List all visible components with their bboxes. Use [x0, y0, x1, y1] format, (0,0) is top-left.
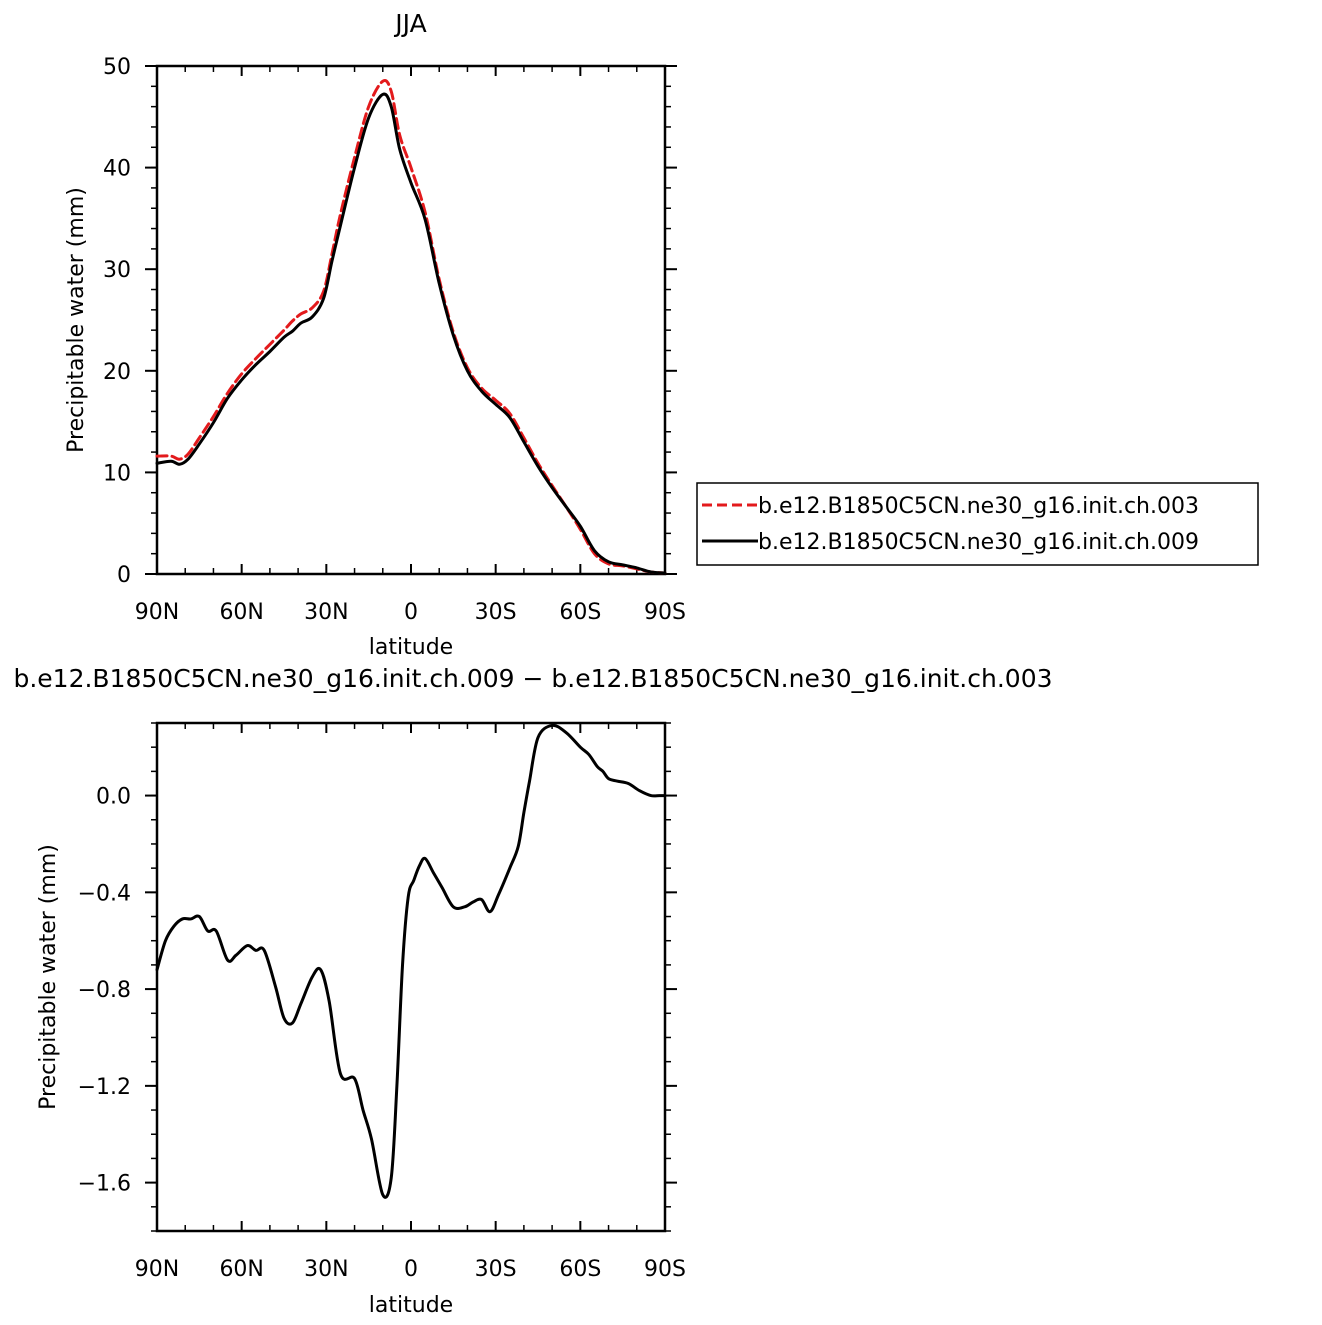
bottom-axis-ticks: 90N 60N 30N 0 30S 60S 90S 0.0 −0.4 −0.8 −1.2 −1.6: [78, 722, 686, 1282]
bottom-x-tick-label: 0: [404, 1257, 418, 1282]
bottom-x-tick-label: 30S: [475, 1257, 517, 1282]
legend-box: [696, 482, 1259, 566]
bottom-y-axis-label: Precipitable water (mm): [36, 844, 61, 1110]
bottom-y-tick-label: −0.4: [78, 881, 131, 906]
top-x-tick-label: 0: [404, 600, 418, 625]
bottom-chart: b.e12.B1850C5CN.ne30_g16.init.ch.009 − b…: [13, 664, 1052, 1318]
top-x-tick-label: 60S: [559, 600, 601, 625]
bottom-y-tick-label: −1.6: [78, 1172, 131, 1197]
top-series-line-1: [155, 92, 667, 575]
top-chart-title: JJA: [393, 9, 426, 38]
top-y-tick-label: 30: [103, 258, 131, 283]
top-x-tick-label: 30S: [475, 600, 517, 625]
bottom-x-tick-label: 60S: [559, 1257, 601, 1282]
legend-label-009: b.e12.B1850C5CN.ne30_g16.init.ch.009: [758, 530, 1199, 555]
bottom-x-tick-label: 90S: [644, 1257, 686, 1282]
top-x-tick-label: 30N: [304, 600, 348, 625]
bottom-y-tick-label: −0.8: [78, 978, 131, 1003]
top-x-tick-label: 90S: [644, 600, 686, 625]
bottom-x-tick-label: 90N: [135, 1257, 179, 1282]
bottom-plot-frame: [155, 721, 667, 1233]
legend: b.e12.B1850C5CN.ne30_g16.init.ch.003 b.e…: [696, 482, 1259, 566]
top-y-tick-label: 0: [117, 563, 131, 588]
bottom-x-tick-label: 60N: [219, 1257, 263, 1282]
bottom-chart-title: b.e12.B1850C5CN.ne30_g16.init.ch.009 − b…: [13, 664, 1052, 693]
top-y-tick-label: 50: [103, 55, 131, 80]
top-x-axis-label: latitude: [369, 635, 453, 660]
top-chart: JJA 90N 60N 30N 0 30S 60S 90S 0 10 20 30 40 50 latit…: [64, 9, 1259, 660]
top-y-axis-label: Precipitable water (mm): [64, 187, 89, 453]
top-plot-frame: [155, 64, 667, 576]
top-series-line-0: [155, 78, 667, 575]
legend-label-003: b.e12.B1850C5CN.ne30_g16.init.ch.003: [758, 494, 1199, 519]
top-series-lines: [155, 78, 667, 575]
top-y-tick-label: 10: [103, 461, 131, 486]
bottom-y-tick-label: 0.0: [96, 785, 131, 810]
top-y-tick-label: 20: [103, 360, 131, 385]
bottom-x-tick-label: 30N: [304, 1257, 348, 1282]
top-x-tick-label: 90N: [135, 600, 179, 625]
top-x-tick-label: 60N: [219, 600, 263, 625]
bottom-series-lines: [155, 723, 667, 1199]
bottom-y-tick-label: −1.2: [78, 1075, 131, 1100]
top-y-tick-label: 40: [103, 157, 131, 182]
bottom-series-line-0: [155, 723, 667, 1199]
top-axis-ticks: 90N 60N 30N 0 30S 60S 90S 0 10 20 30 40 50: [103, 55, 686, 625]
bottom-x-axis-label: latitude: [369, 1293, 453, 1318]
